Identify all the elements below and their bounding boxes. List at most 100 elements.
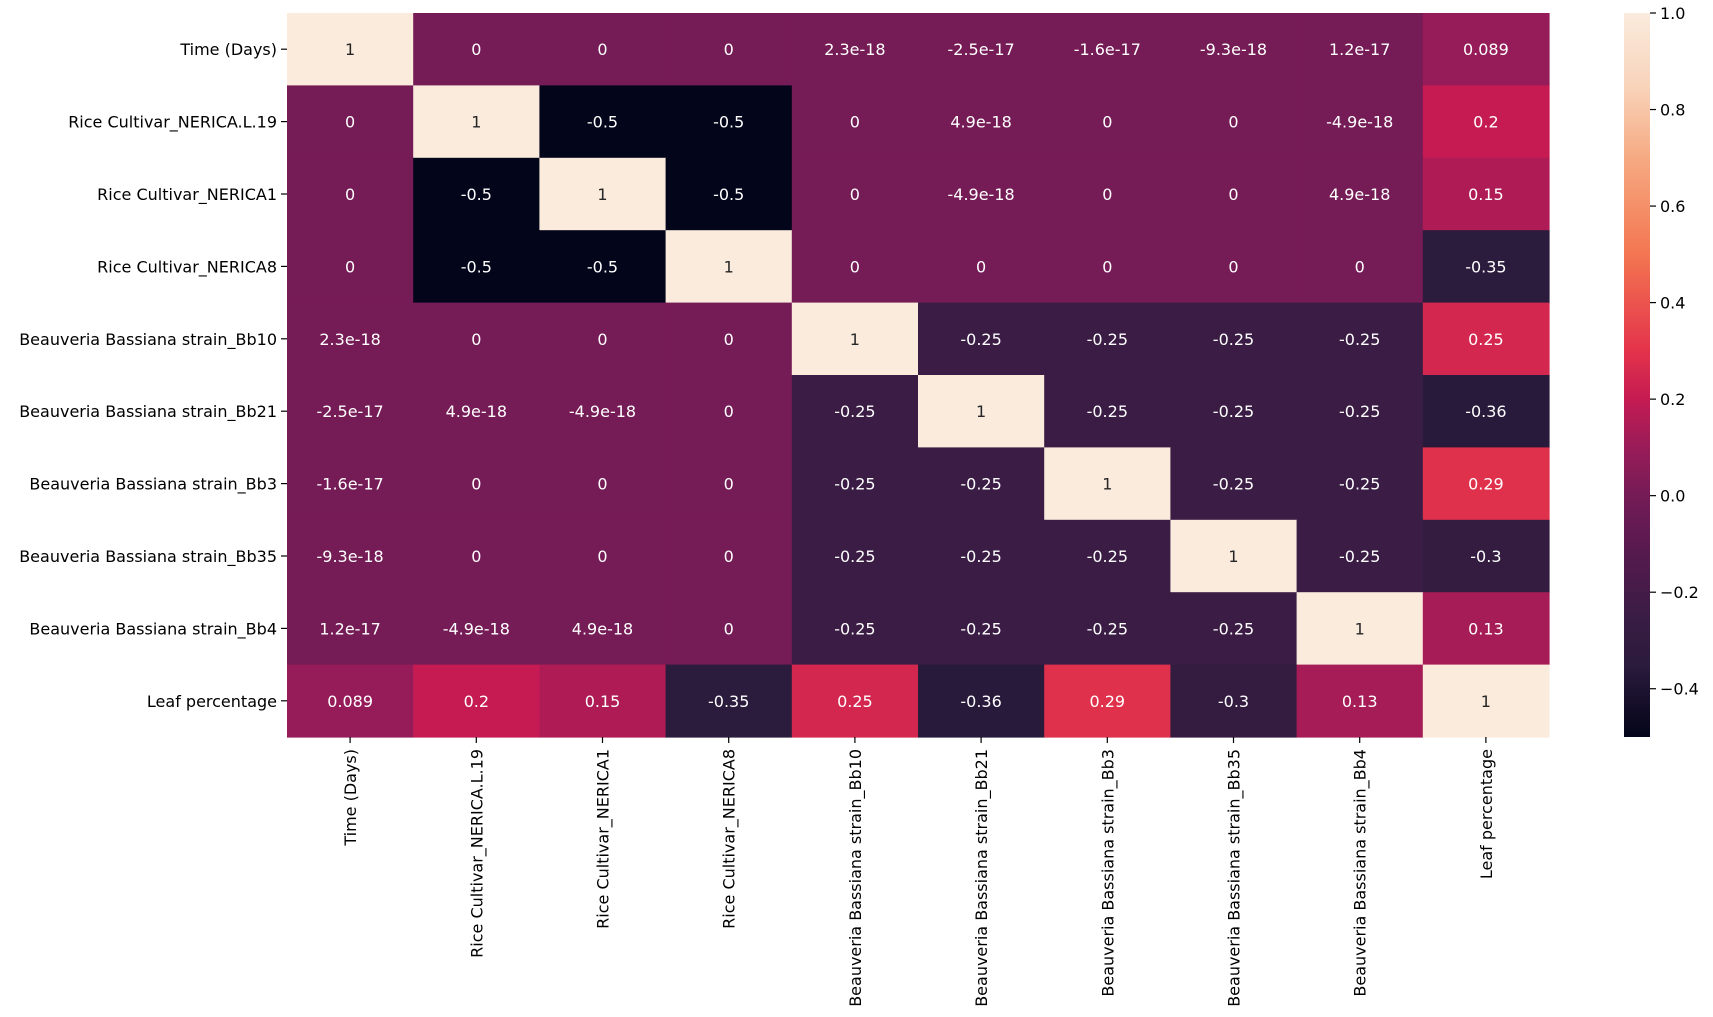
cell-value-label: -0.25 <box>1087 330 1128 349</box>
colorbar-tick-label: 0.8 <box>1660 101 1685 120</box>
cell-value-label: -0.3 <box>1218 692 1249 711</box>
colorbar-tick-label: 0.0 <box>1660 487 1685 506</box>
heatmap-cell <box>413 664 540 738</box>
cell-value-label: -0.35 <box>708 692 749 711</box>
heatmap-cell <box>1044 375 1171 448</box>
heatmap-cell <box>1296 375 1424 448</box>
cell-value-label: -0.35 <box>1465 257 1506 276</box>
cell-value-label: -0.3 <box>1470 547 1501 566</box>
cell-value-label: 0 <box>724 619 734 638</box>
heatmap-cell <box>1296 230 1424 304</box>
heatmap-cell <box>287 519 414 593</box>
heatmap-cell <box>665 447 793 521</box>
heatmap-cell <box>665 13 793 86</box>
cell-value-label: -0.5 <box>587 113 618 132</box>
cell-value-label: -4.9e-18 <box>947 185 1014 204</box>
heatmap-cell <box>665 302 793 376</box>
heatmap-cell <box>1422 447 1550 521</box>
cell-value-label: -9.3e-18 <box>1200 40 1267 59</box>
heatmap-cell <box>1422 85 1550 159</box>
cell-value-label: -0.36 <box>960 692 1001 711</box>
cell-value-label: 0 <box>976 257 986 276</box>
row-label: Leaf percentage <box>147 692 277 711</box>
colorbar-tick-label: 0.2 <box>1660 390 1685 409</box>
cell-value-label: -0.25 <box>1213 330 1254 349</box>
cell-value-label: -1.6e-17 <box>316 475 383 494</box>
cell-value-label: 0.15 <box>1468 185 1504 204</box>
heatmap-cell <box>539 592 667 666</box>
cell-value-label: -2.5e-17 <box>316 402 383 421</box>
cell-value-label: -0.36 <box>1465 402 1506 421</box>
cell-value-label: 1 <box>1102 475 1112 494</box>
cell-value-label: -0.25 <box>834 402 875 421</box>
heatmap-cell <box>1170 157 1298 231</box>
heatmap-cell <box>918 664 1045 738</box>
colorbar-gradient <box>1624 13 1650 737</box>
cell-value-label: 0 <box>597 330 607 349</box>
heatmap-cell <box>539 230 667 304</box>
cell-value-label: -0.5 <box>713 185 744 204</box>
cell-value-label: 2.3e-18 <box>319 330 380 349</box>
heatmap-cell <box>1044 519 1171 593</box>
heatmap-cell <box>1170 592 1298 666</box>
cell-value-label: 4.9e-18 <box>1329 185 1390 204</box>
heatmap-cell <box>413 592 540 666</box>
cell-value-label: -0.25 <box>1339 402 1380 421</box>
heatmap-cell <box>665 592 793 666</box>
cell-value-label: 0 <box>1228 257 1238 276</box>
heatmap-cell <box>791 13 919 86</box>
heatmap-cell <box>1296 519 1424 593</box>
heatmap-cell <box>539 519 667 593</box>
heatmap-cell <box>413 302 540 376</box>
cell-value-label: 0 <box>597 40 607 59</box>
cell-value-label: 0 <box>724 547 734 566</box>
heatmap-cell <box>413 375 540 448</box>
cell-value-label: 0.29 <box>1468 475 1504 494</box>
cell-value-label: 0 <box>471 330 481 349</box>
cell-value-label: 0 <box>1102 257 1112 276</box>
heatmap-cell <box>791 157 919 231</box>
cell-value-label: 0 <box>1228 185 1238 204</box>
cell-value-label: -1.6e-17 <box>1074 40 1141 59</box>
colorbar: −0.4 −0.2 0.0 0.2 0.4 0.6 0.8 1.0 <box>1624 4 1699 737</box>
heatmap-cell <box>665 230 793 304</box>
row-label: Beauveria Bassiana strain_Bb35 <box>19 547 277 567</box>
cell-value-label: 0.2 <box>464 692 489 711</box>
heatmap-cell <box>791 230 919 304</box>
cell-value-label: -0.25 <box>834 547 875 566</box>
cell-value-label: -0.25 <box>834 475 875 494</box>
cell-value-label: 1 <box>1355 619 1365 638</box>
cell-value-label: 1.2e-17 <box>319 619 380 638</box>
cell-value-label: -0.5 <box>461 185 492 204</box>
colorbar-tick-label: −0.2 <box>1660 583 1699 602</box>
heatmap-cell <box>1044 664 1171 738</box>
row-labels: Time (Days) Rice Cultivar_NERICA.L.19 Rice… <box>19 40 287 711</box>
cell-value-label: 1 <box>976 402 986 421</box>
heatmap-cell <box>287 230 414 304</box>
heatmap-cell <box>1422 230 1550 304</box>
heatmap-cell <box>287 157 414 231</box>
cell-value-label: -0.25 <box>1087 547 1128 566</box>
cell-value-label: 0 <box>850 257 860 276</box>
cell-value-label: 0 <box>850 185 860 204</box>
row-label: Beauveria Bassiana strain_Bb21 <box>19 402 277 422</box>
heatmap-cell <box>665 85 793 159</box>
cell-value-label: 1 <box>724 257 734 276</box>
colorbar-tick-label: 0.6 <box>1660 197 1685 216</box>
heatmap-cell <box>918 230 1045 304</box>
heatmap-cells: 1 0 0 0 2.3e-18 -2.5e-17 -1.6e-17 -9.3e-18 1.2e-… <box>287 13 1550 738</box>
heatmap-cell <box>791 592 919 666</box>
cell-value-label: 0.089 <box>1463 40 1509 59</box>
heatmap-cell <box>413 85 540 159</box>
heatmap-cell <box>1044 230 1171 304</box>
heatmap-cell <box>791 375 919 448</box>
heatmap-cell <box>287 302 414 376</box>
cell-value-label: 0.25 <box>837 692 873 711</box>
heatmap-cell <box>1422 302 1550 376</box>
heatmap-cell <box>1422 157 1550 231</box>
cell-value-label: -4.9e-18 <box>1326 113 1393 132</box>
heatmap-cell <box>539 157 667 231</box>
cell-value-label: 0 <box>850 113 860 132</box>
heatmap-cell <box>918 85 1045 159</box>
column-label: Beauveria Bassiana strain_Bb21 <box>972 749 992 1007</box>
